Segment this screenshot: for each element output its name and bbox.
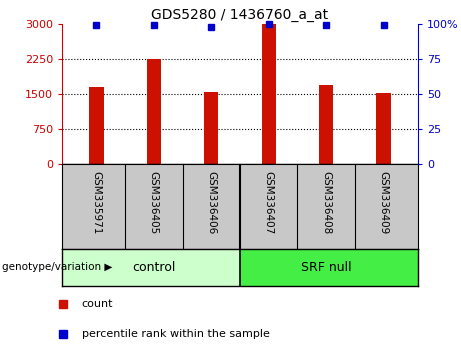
Bar <box>204 92 219 164</box>
Text: GSM336408: GSM336408 <box>321 171 331 234</box>
Text: GSM336409: GSM336409 <box>378 171 389 234</box>
Text: SRF null: SRF null <box>301 261 351 274</box>
Text: control: control <box>132 261 176 274</box>
Bar <box>376 93 391 164</box>
Text: GSM335971: GSM335971 <box>91 171 101 234</box>
Bar <box>319 85 333 164</box>
Bar <box>261 24 276 164</box>
Bar <box>240 249 418 286</box>
Text: GSM336407: GSM336407 <box>264 171 274 234</box>
Bar <box>62 249 240 286</box>
Text: GSM336406: GSM336406 <box>206 171 216 234</box>
Text: genotype/variation ▶: genotype/variation ▶ <box>2 263 112 273</box>
Text: GSM336405: GSM336405 <box>149 171 159 234</box>
Bar <box>147 59 161 164</box>
Title: GDS5280 / 1436760_a_at: GDS5280 / 1436760_a_at <box>151 7 329 22</box>
Bar <box>89 87 104 164</box>
Text: count: count <box>82 299 113 309</box>
Text: percentile rank within the sample: percentile rank within the sample <box>82 329 270 339</box>
